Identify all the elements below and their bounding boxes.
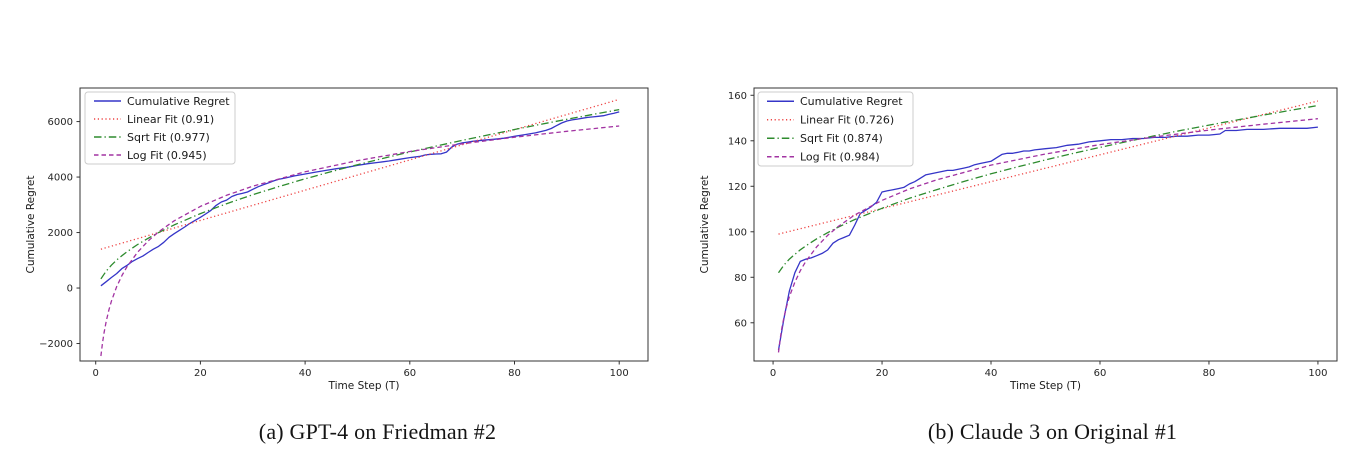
x-axis-label: Time Step (T) [1009, 380, 1081, 392]
x-axis-label: Time Step (T) [328, 380, 400, 392]
x-tick-label: 40 [299, 368, 312, 379]
y-tick-label: 80 [734, 273, 747, 284]
series-linear-fit-0-91 [100, 98, 620, 250]
x-axis-ticks: 0 20 40 60 80 100 [770, 361, 1327, 379]
y-tick-label: 6000 [48, 117, 73, 128]
chart-gpt4-friedman2: 0 20 40 60 80 100 −2000 0 2000 4000 6000 Time Step … [25, 87, 649, 392]
x-tick-label: 20 [194, 368, 207, 379]
y-axis-ticks: 60 80 100 120 140 160 [728, 91, 754, 329]
series-cumulative-regret [777, 126, 1318, 351]
x-tick-label: 100 [1308, 368, 1327, 379]
x-tick-label: 60 [403, 368, 416, 379]
y-tick-label: 60 [734, 318, 747, 329]
legend-label: Linear Fit (0.726) [800, 114, 894, 127]
x-tick-label: 60 [1094, 368, 1107, 379]
legend-box [757, 91, 914, 167]
legend: Cumulative Regret Linear Fit (0.91) Sqrt F… [84, 91, 236, 165]
x-tick-label: 40 [985, 368, 998, 379]
y-tick-label: 2000 [48, 228, 73, 239]
y-tick-label: 4000 [48, 173, 73, 184]
legend-label: Log Fit (0.945) [127, 149, 207, 162]
x-tick-label: 20 [876, 368, 889, 379]
legend: Cumulative Regret Linear Fit (0.726) Sqrt … [757, 91, 914, 167]
y-tick-label: 0 [67, 284, 73, 295]
x-tick-label: 80 [508, 368, 521, 379]
legend-label: Cumulative Regret [800, 95, 903, 108]
x-tick-label: 0 [770, 368, 776, 379]
plot-border [753, 87, 1338, 362]
legend-box [84, 91, 236, 165]
chart-claude3-original1: 0 20 40 60 80 100 60 80 100 120 140 160 Time Step (T… [699, 87, 1338, 392]
y-tick-label: 120 [728, 182, 747, 193]
y-tick-label: 100 [728, 227, 747, 238]
x-tick-label: 100 [610, 368, 629, 379]
y-axis-ticks: −2000 0 2000 4000 6000 [39, 117, 80, 350]
legend-label: Log Fit (0.984) [800, 151, 880, 164]
figure-a: 0 20 40 60 80 100 −2000 0 2000 4000 6000 Time Step … [25, 87, 649, 444]
series-sqrt-fit-0-874 [777, 104, 1319, 274]
legend-label: Sqrt Fit (0.977) [127, 131, 210, 144]
x-tick-label: 80 [1203, 368, 1216, 379]
x-axis-ticks: 0 20 40 60 80 100 [93, 361, 629, 379]
y-tick-label: −2000 [39, 339, 73, 350]
y-tick-label: 140 [728, 136, 747, 147]
legend-label: Linear Fit (0.91) [127, 113, 214, 126]
y-tick-label: 160 [728, 91, 747, 102]
plot-border [79, 87, 649, 362]
caption-b: (b) Claude 3 on Original #1 [927, 419, 1178, 444]
x-tick-label: 0 [93, 368, 99, 379]
figure-b: 0 20 40 60 80 100 60 80 100 120 140 160 Time Step (T… [675, 0, 1350, 474]
series-cumulative-regret [100, 111, 620, 287]
legend-label: Cumulative Regret [127, 95, 230, 108]
caption-a: (a) GPT-4 on Friedman #2 [258, 419, 497, 444]
y-axis-label: Cumulative Regret [699, 176, 711, 274]
y-axis-label: Cumulative Regret [25, 176, 37, 274]
series-linear-fit-0-726 [778, 100, 1319, 235]
legend-label: Sqrt Fit (0.874) [800, 132, 883, 145]
series-log-fit-0-984 [777, 118, 1318, 353]
series-sqrt-fit-0-977 [100, 108, 620, 280]
